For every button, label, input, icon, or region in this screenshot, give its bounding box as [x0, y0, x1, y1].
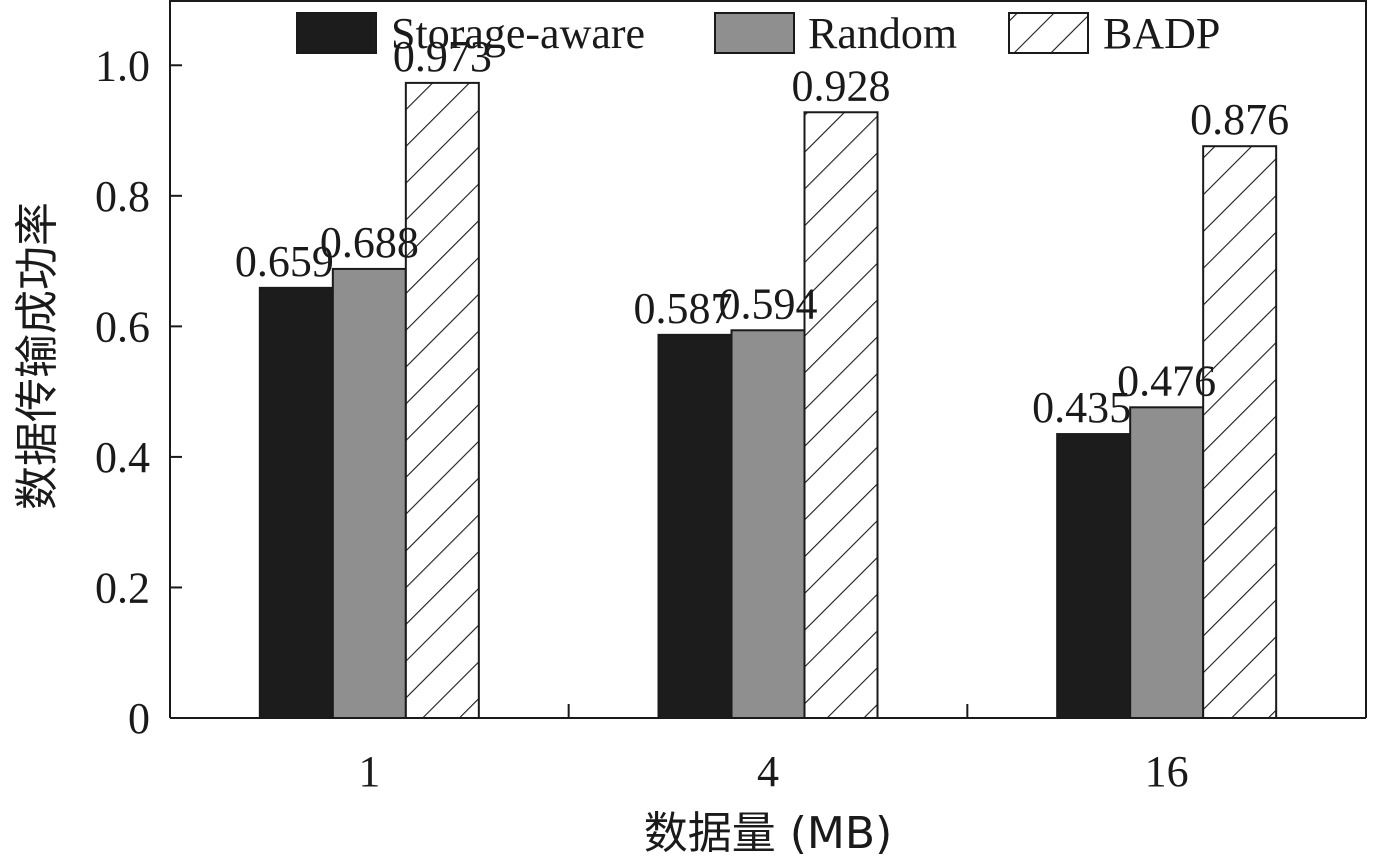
legend-swatch-badp — [1008, 12, 1089, 54]
x-tick-label: 16 — [1145, 747, 1189, 796]
data-label-storage-aware-4: 0.587 — [634, 284, 733, 333]
y-tick-label: 0.6 — [95, 302, 150, 351]
legend-swatch-storage-aware — [296, 12, 377, 54]
x-axis-title: 数据量 (MB) — [644, 808, 892, 859]
y-tick-label: 0 — [128, 694, 150, 743]
bar-random-1 — [331, 267, 407, 719]
bar-storage-aware-4 — [657, 333, 733, 719]
y-axis-title: 数据传输成功率 — [12, 202, 63, 510]
legend-label-random: Random — [808, 9, 957, 58]
data-label-random-16: 0.476 — [1117, 356, 1216, 405]
legend: Storage-aware Random BADP — [296, 9, 1220, 58]
data-label-badp-16: 0.876 — [1190, 95, 1289, 144]
axes-layer: 0 0.2 0.4 0.6 0.8 1.0 1 4 16 — [95, 0, 1367, 796]
y-tick-label: 0.4 — [95, 433, 150, 482]
x-tick-label: 1 — [358, 747, 380, 796]
x-axis-title-text: 数据量 (MB) — [644, 808, 892, 859]
bar-badp-4 — [803, 111, 879, 719]
legend-label-badp: BADP — [1103, 9, 1220, 58]
data-label-badp-1: 0.973 — [393, 32, 492, 81]
x-tick-label: 4 — [757, 747, 779, 796]
bar-storage-aware-1 — [258, 286, 334, 719]
data-label-storage-aware-16: 0.435 — [1032, 383, 1131, 432]
bar-badp-1 — [404, 81, 480, 719]
data-label-storage-aware-1: 0.659 — [235, 237, 334, 286]
bars-layer — [258, 81, 1278, 719]
legend-label-storage-aware: Storage-aware — [391, 9, 645, 58]
y-tick-label: 0.8 — [95, 172, 150, 221]
data-label-badp-4: 0.928 — [792, 61, 891, 110]
bar-random-4 — [730, 329, 806, 719]
bar-badp-16 — [1202, 145, 1278, 719]
y-tick-label: 0.2 — [95, 563, 150, 612]
bar-random-16 — [1129, 406, 1205, 719]
data-label-random-4: 0.594 — [719, 279, 818, 328]
data-label-random-1: 0.688 — [320, 218, 419, 267]
legend-swatch-random — [714, 12, 795, 54]
y-tick-label: 1.0 — [95, 41, 150, 90]
bar-storage-aware-16 — [1056, 433, 1132, 719]
